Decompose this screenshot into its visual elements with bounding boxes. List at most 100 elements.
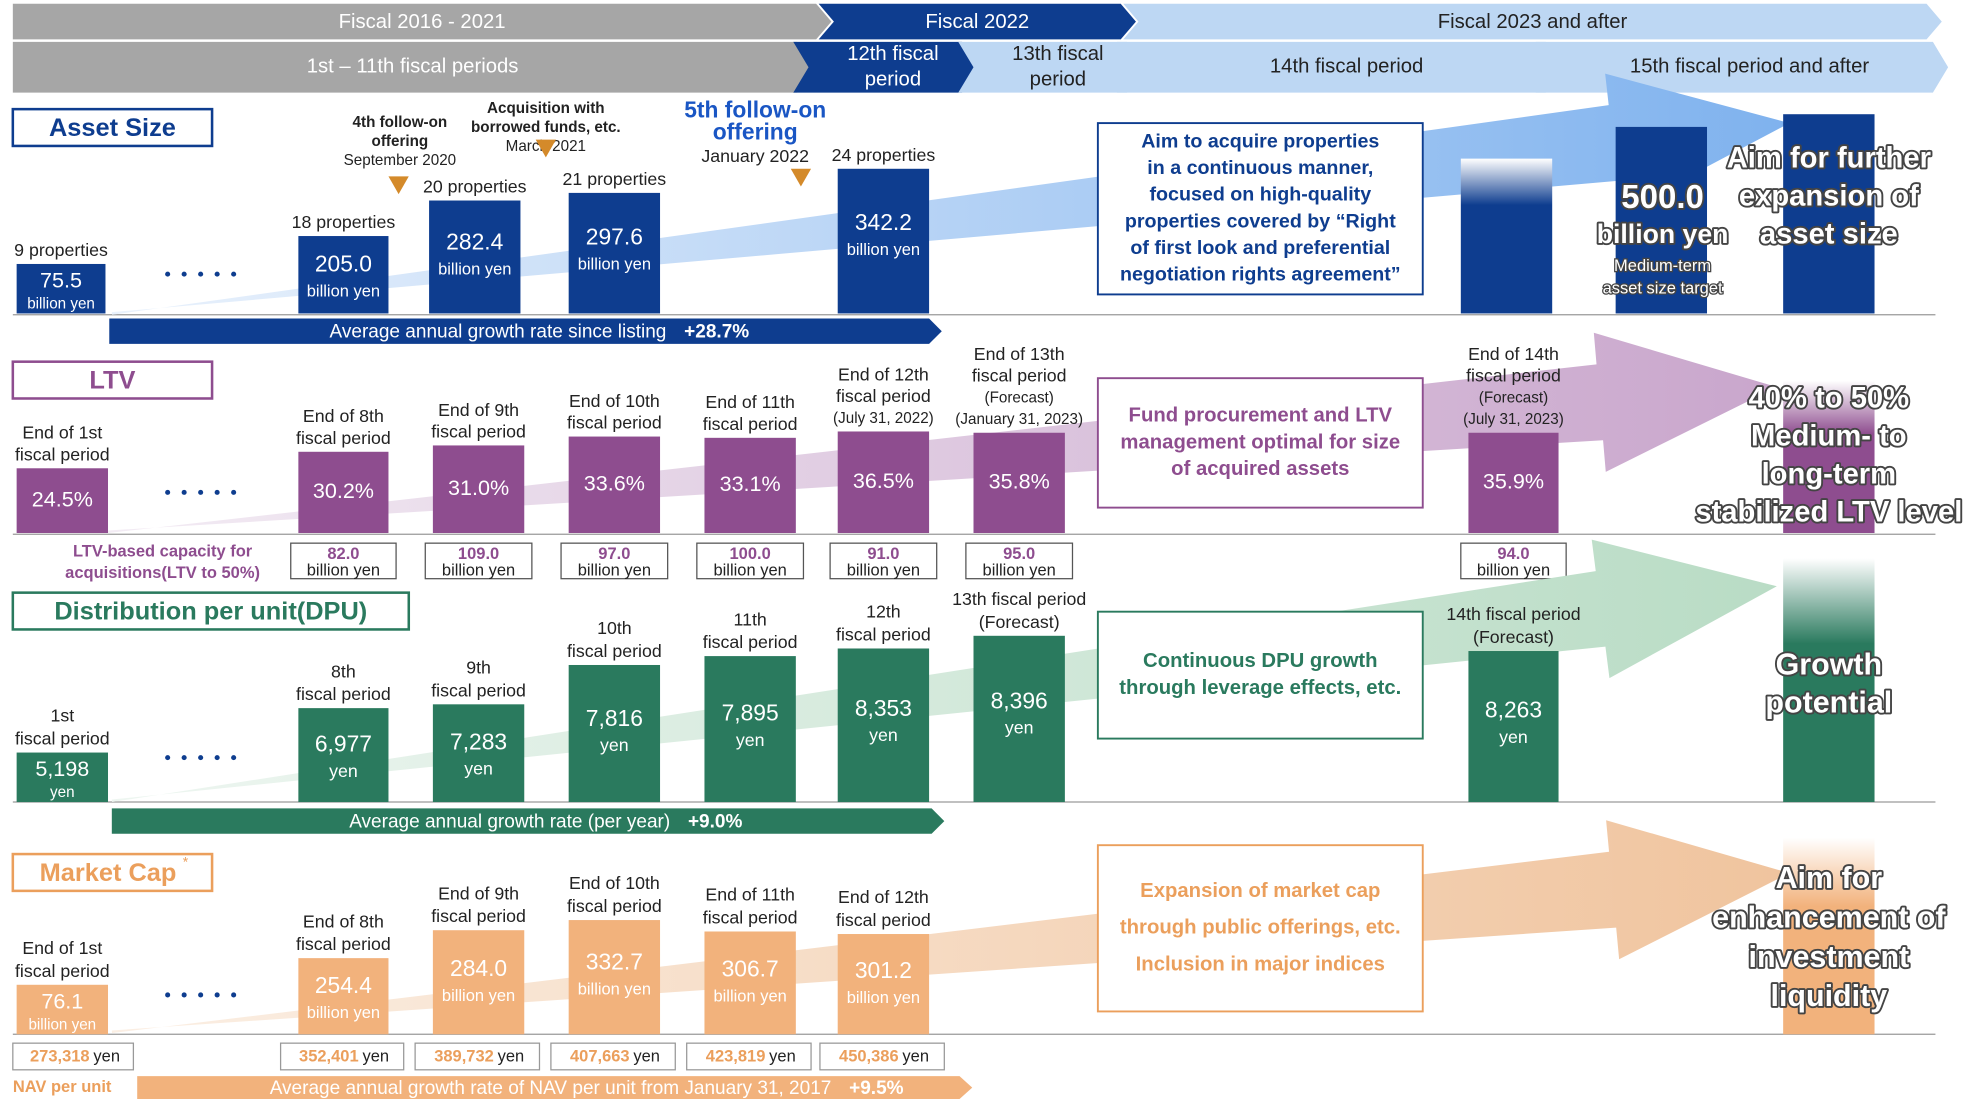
bar-label: 1st xyxy=(50,706,74,726)
bar-label: fiscal period xyxy=(431,421,526,441)
bar-label: (Forecast) xyxy=(985,389,1054,406)
bar-value: 33.1% xyxy=(720,471,781,496)
bar-value: 75.5 xyxy=(40,267,82,292)
growth-bar xyxy=(137,1076,973,1099)
nav-box xyxy=(686,1042,812,1071)
bar-label: 14th fiscal period xyxy=(1446,604,1580,624)
annotation: offering xyxy=(713,118,798,144)
future-bar xyxy=(1783,837,1875,1035)
bar xyxy=(298,451,389,534)
bar-label: End of 11th xyxy=(705,885,794,905)
bar-value: 30.2% xyxy=(313,478,374,503)
ellipsis-dot xyxy=(198,489,204,495)
bar-value: 6,977 xyxy=(315,731,372,757)
capacity-value: 94.0 xyxy=(1497,545,1529,563)
bar xyxy=(973,635,1065,803)
bar-label: End of 1st xyxy=(22,423,102,443)
header-chevron xyxy=(818,3,1136,40)
section-title-box xyxy=(11,852,214,893)
aim-text: potential xyxy=(1765,685,1892,719)
ellipsis-dot xyxy=(198,992,204,998)
nav-value: 273,318 xyxy=(30,1047,90,1065)
bar-unit: billion yen xyxy=(578,256,651,274)
bar-unit: yen xyxy=(464,759,493,779)
bar-value: 332.7 xyxy=(586,948,643,974)
message-box xyxy=(1096,377,1424,509)
period-label: 14th fiscal period xyxy=(1270,56,1423,78)
ellipsis-dot xyxy=(231,271,237,277)
trend-arrow xyxy=(111,73,1790,315)
bar xyxy=(837,431,930,534)
bar-unit: yen xyxy=(1499,727,1528,747)
ellipsis-dot xyxy=(165,271,171,277)
bar xyxy=(298,236,389,314)
trend-arrow xyxy=(111,820,1790,1033)
target-note: Medium-term xyxy=(1614,257,1711,275)
bar-label: 24 properties xyxy=(832,145,936,165)
aim-text: liquidity xyxy=(1771,979,1888,1013)
annotation: offering xyxy=(372,133,429,150)
bar xyxy=(704,931,796,1035)
bar-label: fiscal period xyxy=(15,729,110,749)
bar-label: fiscal period xyxy=(296,684,391,704)
bar-unit: billion yen xyxy=(578,980,651,998)
bar-label: End of 8th xyxy=(303,406,384,426)
bar-value: 76.1 xyxy=(41,988,83,1013)
ellipsis-dot xyxy=(165,489,171,495)
bar-label: fiscal period xyxy=(15,444,110,464)
aim-text: stabilized LTV level xyxy=(1695,497,1962,529)
phase-label: Fiscal 2023 and after xyxy=(1438,11,1628,33)
bar xyxy=(429,200,521,314)
annotation: 5th follow-on xyxy=(684,97,826,123)
ellipsis-dot xyxy=(198,271,204,277)
capacity-unit: billion yen xyxy=(847,561,920,579)
aim-text: Growth xyxy=(1776,647,1883,681)
bar-label: fiscal period xyxy=(567,641,662,661)
annotation-marker xyxy=(388,176,409,195)
annotation-date: January 2022 xyxy=(701,146,809,166)
aim-text: Aim for further xyxy=(1727,143,1931,175)
bar xyxy=(16,752,109,803)
bar-label: End of 13th xyxy=(974,344,1065,364)
growth-rate: +28.7% xyxy=(684,322,749,343)
section-title-box xyxy=(11,591,411,631)
trend-arrow xyxy=(111,539,1777,803)
bar xyxy=(704,656,796,803)
bar-value: 8,263 xyxy=(1485,696,1542,722)
capacity-box xyxy=(696,542,805,580)
bar-value: 284.0 xyxy=(450,955,507,981)
bar-unit: billion yen xyxy=(847,241,920,259)
header-chevron xyxy=(1535,41,1949,93)
bar-label: End of 1st xyxy=(22,938,102,958)
message-text: Inclusion in major indices xyxy=(1136,953,1385,975)
section-title: Distribution per unit(DPU) xyxy=(54,598,367,626)
period-label: 15th fiscal period and after xyxy=(1630,56,1869,78)
bar xyxy=(837,168,930,314)
ellipsis-dot xyxy=(198,755,204,761)
bar-unit: yen xyxy=(50,784,75,801)
bar-value: 7,816 xyxy=(586,705,643,731)
capacity-value: 109.0 xyxy=(458,545,499,563)
message-text: in a continuous manner, xyxy=(1147,157,1373,179)
capacity-box xyxy=(829,542,938,580)
future-bar xyxy=(1615,126,1708,314)
bar-label: End of 8th xyxy=(303,911,384,931)
bar xyxy=(432,704,525,803)
nav-unit: yen xyxy=(902,1047,929,1065)
ellipsis-dot xyxy=(181,271,187,277)
bar-label: (Forecast) xyxy=(1473,627,1554,647)
bar xyxy=(568,192,661,314)
bar-label: fiscal period xyxy=(1466,366,1561,386)
bar-label: End of 10th xyxy=(569,391,660,411)
future-bar xyxy=(1783,114,1875,314)
bar-unit: billion yen xyxy=(847,989,920,1007)
bar xyxy=(837,648,930,803)
bar-label: 9 properties xyxy=(14,240,108,260)
target-note: asset size target xyxy=(1603,280,1723,298)
capacity-unit: billion yen xyxy=(1477,561,1550,579)
aim-text: asset size xyxy=(1760,219,1898,251)
bar-label: fiscal period xyxy=(431,906,526,926)
bar-value: 35.8% xyxy=(989,469,1050,494)
capacity-value: 82.0 xyxy=(327,545,359,563)
